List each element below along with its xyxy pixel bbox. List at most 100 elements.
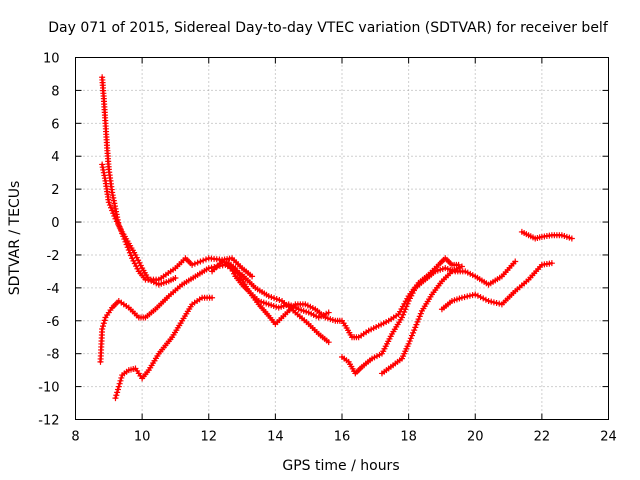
data-point xyxy=(116,380,123,387)
data-point xyxy=(276,297,283,304)
data-point xyxy=(398,314,405,321)
y-tick-label: -8 xyxy=(47,348,60,363)
data-point xyxy=(112,395,119,402)
data-point xyxy=(229,268,236,275)
data-point xyxy=(265,293,272,300)
x-tick-label: 24 xyxy=(600,430,617,445)
data-point xyxy=(191,260,198,267)
data-point xyxy=(99,323,106,330)
data-point xyxy=(325,309,332,316)
data-point xyxy=(114,386,121,393)
data-point xyxy=(115,221,122,228)
data-point xyxy=(249,273,256,280)
data-series xyxy=(97,74,575,402)
data-point xyxy=(133,263,140,270)
data-point xyxy=(111,213,118,220)
data-point xyxy=(408,332,415,339)
x-tick-label: 8 xyxy=(71,430,79,445)
x-tick-label: 18 xyxy=(400,430,417,445)
data-point xyxy=(406,338,413,345)
y-tick-label: 2 xyxy=(51,183,59,198)
data-point xyxy=(409,290,416,297)
data-point xyxy=(228,265,235,272)
series-track-8 xyxy=(378,263,465,377)
data-point xyxy=(134,265,141,272)
data-point xyxy=(100,320,107,327)
y-tick-label: -10 xyxy=(38,381,59,396)
data-point xyxy=(480,295,487,302)
x-tick-label: 20 xyxy=(467,430,484,445)
data-point xyxy=(402,306,409,313)
data-point xyxy=(477,294,484,301)
data-point xyxy=(414,318,421,325)
data-point xyxy=(482,296,489,303)
data-point xyxy=(105,199,112,206)
data-point xyxy=(113,218,120,225)
y-tick-label: -12 xyxy=(38,414,59,429)
series-track-2 xyxy=(99,161,179,288)
data-point xyxy=(496,300,503,307)
data-point xyxy=(108,204,115,211)
data-point xyxy=(472,291,479,298)
series-line xyxy=(100,76,254,281)
data-point xyxy=(469,292,476,299)
series-line xyxy=(210,257,460,339)
y-tick-label: 10 xyxy=(43,52,60,67)
x-tick-label: 16 xyxy=(334,430,351,445)
data-point xyxy=(114,389,121,396)
series-track-1 xyxy=(99,74,256,283)
data-point xyxy=(271,295,278,302)
data-point xyxy=(118,374,125,381)
data-point xyxy=(136,259,143,266)
data-point xyxy=(512,258,519,265)
chart-title: Day 071 of 2015, Sidereal Day-to-day VTE… xyxy=(48,20,609,36)
data-point xyxy=(410,329,417,336)
data-point xyxy=(197,258,204,265)
data-point xyxy=(417,310,424,317)
data-point xyxy=(225,260,232,267)
data-point xyxy=(106,202,113,209)
data-point xyxy=(411,327,418,334)
data-point xyxy=(133,254,140,261)
y-tick-label: 4 xyxy=(51,150,59,165)
data-point xyxy=(488,298,495,305)
data-point xyxy=(117,377,124,384)
data-point xyxy=(231,270,238,277)
data-point xyxy=(416,313,423,320)
y-tick-label: -6 xyxy=(47,315,60,330)
data-point xyxy=(101,317,108,324)
grid xyxy=(75,57,609,420)
series-track-10 xyxy=(518,228,575,242)
data-point xyxy=(172,274,179,281)
data-point xyxy=(113,392,120,399)
data-point xyxy=(493,300,500,307)
y-tick-label: -4 xyxy=(47,282,60,297)
data-point xyxy=(485,298,492,305)
data-point xyxy=(466,292,473,299)
y-tick-label: 8 xyxy=(51,84,59,99)
data-point xyxy=(325,339,332,346)
data-point xyxy=(189,261,196,268)
data-point xyxy=(490,299,497,306)
x-tick-label: 22 xyxy=(534,430,551,445)
data-point xyxy=(200,257,207,264)
data-point xyxy=(461,294,468,301)
data-point xyxy=(227,262,234,269)
data-point xyxy=(132,251,139,258)
data-point xyxy=(410,287,417,294)
data-point xyxy=(408,292,415,299)
y-axis-label: SDTVAR / TECUs xyxy=(7,181,23,296)
data-point xyxy=(568,235,575,242)
x-tick-label: 12 xyxy=(200,430,217,445)
series-track-3 xyxy=(97,261,332,365)
x-tick-label: 10 xyxy=(134,430,151,445)
data-point xyxy=(115,383,122,390)
data-point xyxy=(458,294,465,301)
series-track-7 xyxy=(339,258,519,377)
data-point xyxy=(117,226,124,233)
data-point xyxy=(548,260,555,267)
data-point xyxy=(194,259,201,266)
data-point xyxy=(209,294,216,301)
data-point xyxy=(406,295,413,302)
